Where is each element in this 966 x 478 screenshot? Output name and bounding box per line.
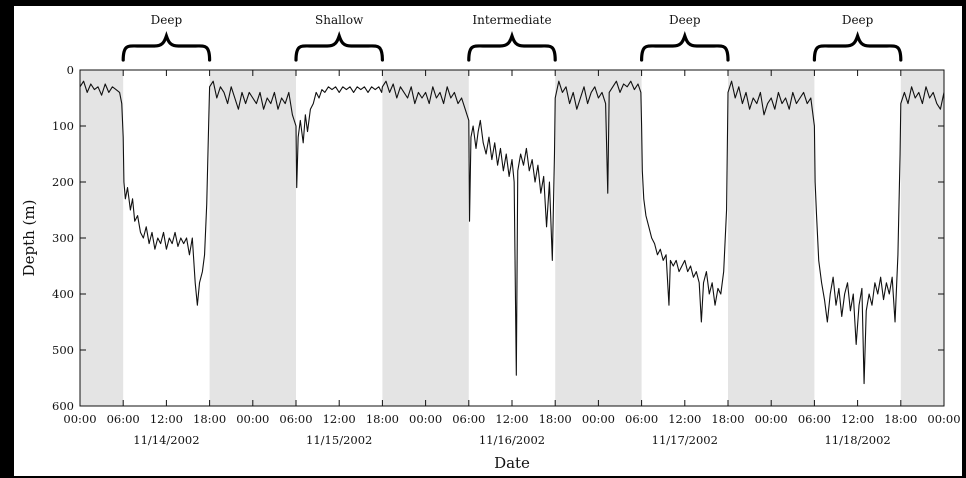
- date-label-2: 11/16/2002: [479, 433, 545, 447]
- x-tick-label-11: 18:00: [539, 412, 572, 426]
- night-band-3: [555, 70, 641, 406]
- regime-label-4: Deep: [842, 13, 874, 27]
- x-tick-label-9: 06:00: [452, 412, 485, 426]
- x-tick-label-4: 00:00: [236, 412, 269, 426]
- regime-label-3: Deep: [669, 13, 701, 27]
- x-tick-label-18: 12:00: [841, 412, 874, 426]
- night-band-1: [210, 70, 296, 406]
- regime-label-2: Intermediate: [472, 13, 551, 27]
- regime-label-1: Shallow: [315, 13, 364, 27]
- x-tick-label-0: 00:00: [63, 412, 96, 426]
- x-tick-label-6: 12:00: [323, 412, 356, 426]
- y-tick-label-200: 200: [52, 175, 74, 189]
- date-label-4: 11/18/2002: [824, 433, 890, 447]
- date-label-1: 11/15/2002: [306, 433, 372, 447]
- x-tick-label-10: 12:00: [495, 412, 528, 426]
- x-tick-label-16: 00:00: [755, 412, 788, 426]
- y-axis-title: Depth (m): [20, 200, 38, 277]
- x-tick-label-15: 18:00: [711, 412, 744, 426]
- x-tick-label-13: 06:00: [625, 412, 658, 426]
- x-tick-label-7: 18:00: [366, 412, 399, 426]
- night-band-2: [382, 70, 468, 406]
- x-tick-label-5: 06:00: [279, 412, 312, 426]
- x-tick-label-20: 00:00: [927, 412, 960, 426]
- y-tick-label-500: 500: [52, 343, 74, 357]
- night-band-4: [728, 70, 814, 406]
- x-tick-label-2: 12:00: [150, 412, 183, 426]
- y-tick-label-100: 100: [52, 119, 74, 133]
- x-tick-label-1: 06:00: [107, 412, 140, 426]
- y-tick-label-400: 400: [52, 287, 74, 301]
- x-tick-label-19: 18:00: [884, 412, 917, 426]
- y-tick-label-300: 300: [52, 231, 74, 245]
- x-tick-label-8: 00:00: [409, 412, 442, 426]
- date-label-3: 11/17/2002: [652, 433, 718, 447]
- x-tick-label-17: 06:00: [798, 412, 831, 426]
- x-tick-label-3: 18:00: [193, 412, 226, 426]
- y-tick-label-0: 0: [67, 63, 74, 77]
- date-label-0: 11/14/2002: [133, 433, 199, 447]
- night-band-5: [901, 70, 944, 406]
- regime-label-0: Deep: [151, 13, 183, 27]
- x-tick-label-12: 00:00: [582, 412, 615, 426]
- y-tick-label-600: 600: [52, 399, 74, 413]
- night-band-0: [80, 70, 123, 406]
- x-tick-label-14: 12:00: [668, 412, 701, 426]
- x-axis-title: Date: [494, 454, 530, 472]
